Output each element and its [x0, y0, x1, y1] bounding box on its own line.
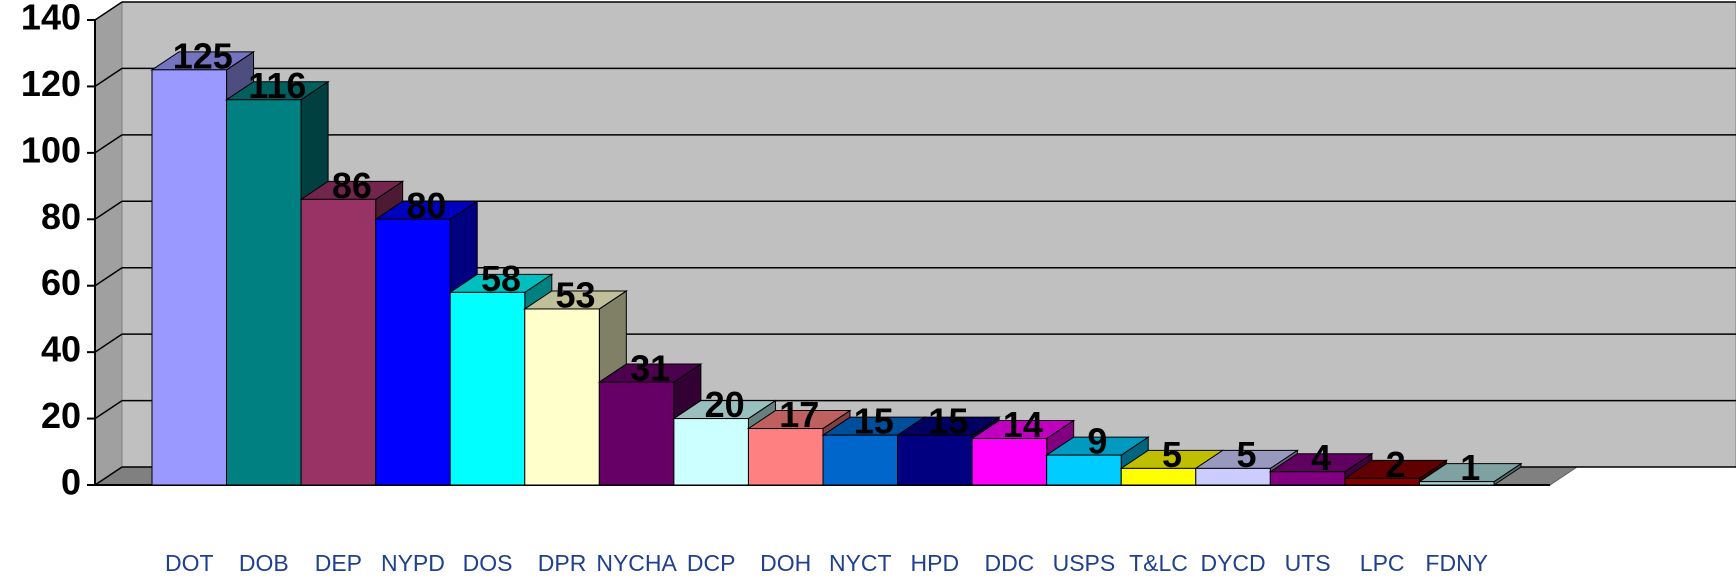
data-label: 15	[928, 401, 968, 442]
data-label: 86	[332, 165, 372, 206]
x-tick-label: UTS	[1285, 550, 1331, 576]
data-label: 125	[173, 35, 233, 76]
bar	[1418, 481, 1495, 486]
grid-line	[94, 466, 123, 486]
grid-line	[94, 333, 123, 353]
x-tick-label: NYCT	[829, 550, 892, 576]
x-tick-label: DEP	[315, 550, 362, 576]
bar	[971, 438, 1048, 486]
y-tick-label: 20	[41, 395, 81, 436]
x-tick-label: DOT	[165, 550, 214, 576]
grid-line	[94, 267, 123, 287]
y-tick-label: 120	[21, 63, 81, 104]
bar	[1046, 454, 1122, 486]
bar	[598, 381, 675, 486]
data-label: 9	[1087, 421, 1107, 462]
data-label: 2	[1386, 444, 1406, 485]
x-tick-label: DOB	[239, 550, 289, 576]
y-tick-label: 40	[41, 329, 81, 370]
x-tick-label: DOS	[463, 550, 513, 576]
y-tick-label: 80	[41, 196, 81, 237]
data-label: 116	[248, 65, 306, 106]
grid-line	[94, 399, 123, 420]
side-wall	[94, 1, 123, 486]
bar	[300, 198, 377, 486]
data-label: 14	[1003, 404, 1043, 445]
x-tick-label: HPD	[911, 550, 960, 576]
x-tick-label: USPS	[1053, 550, 1116, 576]
x-tick-label: DOH	[760, 550, 811, 576]
grid-line	[94, 67, 123, 88]
y-tick-label: 0	[61, 462, 81, 503]
x-tick-label: DPR	[538, 550, 587, 576]
data-label: 15	[854, 401, 894, 442]
grid-line	[94, 1, 123, 21]
x-tick-label: FDNY	[1425, 550, 1488, 576]
data-label: 4	[1311, 437, 1331, 478]
data-label: 53	[556, 274, 596, 315]
data-label: 1	[1460, 447, 1480, 488]
data-label: 5	[1162, 434, 1182, 475]
data-label: 17	[779, 394, 819, 435]
grid-line	[94, 200, 123, 220]
x-tick-label: DCP	[687, 550, 736, 576]
bar	[449, 291, 526, 486]
x-tick-label: NYPD	[381, 550, 445, 576]
bar	[1344, 477, 1420, 486]
bar	[151, 69, 228, 486]
y-tick-label: 100	[21, 129, 81, 170]
y-tick-label: 140	[21, 0, 81, 38]
x-tick-label: T&LC	[1129, 550, 1188, 576]
bar	[747, 428, 824, 486]
bar	[1269, 471, 1346, 486]
data-label: 31	[630, 348, 670, 389]
bar	[375, 218, 451, 486]
data-label: 58	[481, 258, 521, 299]
bar	[822, 434, 899, 486]
grid-line	[94, 134, 123, 154]
bar	[897, 434, 973, 486]
x-tick-label: DYCD	[1200, 550, 1265, 576]
data-label: 80	[406, 185, 446, 226]
data-label: 5	[1237, 434, 1257, 475]
bar	[1120, 467, 1197, 486]
x-tick-label: DDC	[984, 550, 1034, 576]
x-tick-label: NYCHA	[596, 550, 677, 576]
data-label: 20	[705, 384, 745, 425]
bar	[226, 99, 302, 486]
y-tick-label: 60	[41, 262, 81, 303]
bar	[524, 308, 600, 486]
x-tick-label: LPC	[1360, 550, 1405, 576]
bar	[673, 418, 749, 486]
bar	[1195, 467, 1271, 486]
